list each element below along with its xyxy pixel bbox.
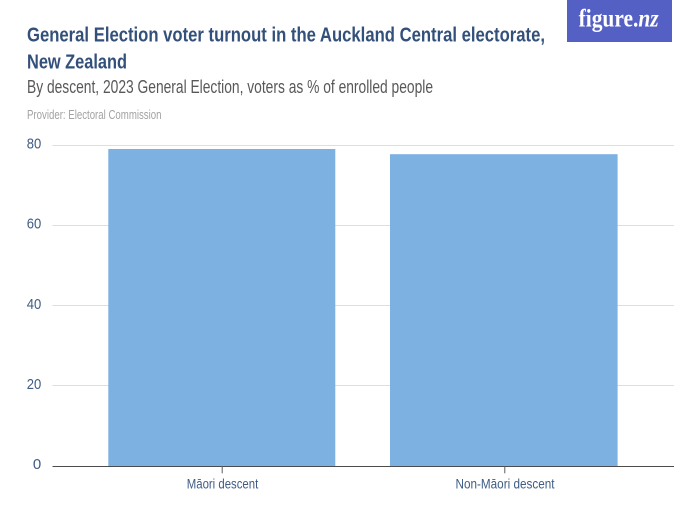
svg-text:0: 0 — [33, 456, 41, 473]
svg-text:Non-Māori descent: Non-Māori descent — [456, 475, 555, 491]
svg-text:60: 60 — [27, 216, 42, 233]
svg-text:20: 20 — [27, 376, 42, 393]
svg-text:80: 80 — [27, 135, 42, 152]
svg-text:Māori descent: Māori descent — [187, 475, 259, 491]
svg-text:40: 40 — [27, 296, 42, 313]
svg-text:Provider: Electoral Commission: Provider: Electoral Commission — [27, 108, 162, 122]
svg-text:General Election voter turnout: General Election voter turnout in the Au… — [27, 23, 545, 46]
svg-text:figure.nz: figure.nz — [579, 4, 659, 33]
svg-text:By descent, 2023 General Elect: By descent, 2023 General Election, voter… — [27, 77, 433, 97]
svg-text:New Zealand: New Zealand — [27, 51, 127, 74]
